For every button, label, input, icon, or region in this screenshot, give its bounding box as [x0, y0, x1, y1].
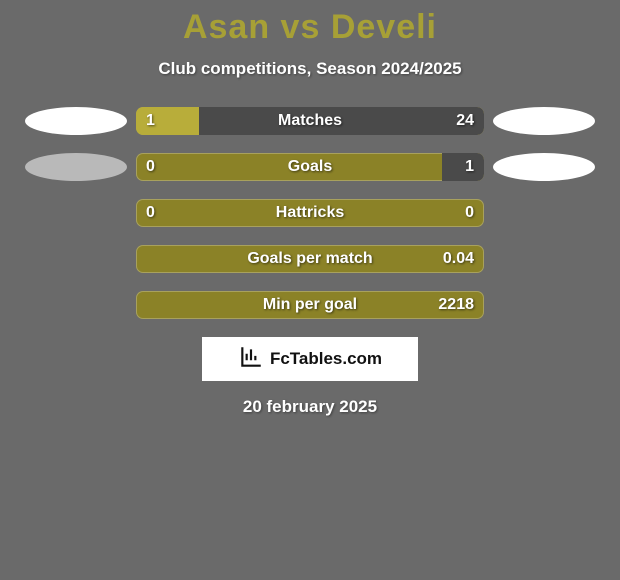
stat-label: Goals	[288, 158, 332, 176]
team-right-slot-2	[493, 153, 595, 181]
watermark[interactable]: FcTables.com	[202, 337, 418, 381]
team-right-name: Develi	[331, 8, 437, 46]
stat-value-right: 0.04	[443, 250, 474, 268]
left-side	[16, 153, 136, 181]
stat-row: 1 Matches 24	[0, 107, 620, 135]
team-right-slot-1	[493, 107, 595, 135]
team-left-name: Asan	[183, 8, 270, 46]
stat-bar: Min per goal 2218	[136, 291, 484, 319]
stat-bar: Goals per match 0.04	[136, 245, 484, 273]
stats-list: 1 Matches 24 0 Goals 1 0 Hattricks 0 Goals per ma…	[0, 107, 620, 319]
stat-value-right: 24	[456, 112, 474, 130]
stat-row: Goals per match 0.04	[0, 245, 620, 273]
stat-label: Min per goal	[263, 296, 357, 314]
stat-bar: 0 Hattricks 0	[136, 199, 484, 227]
stat-bar: 1 Matches 24	[136, 107, 484, 135]
stat-value-right: 1	[465, 158, 474, 176]
right-side	[484, 153, 604, 181]
watermark-text: FcTables.com	[270, 349, 382, 369]
stat-value-left: 0	[146, 158, 155, 176]
stat-value-right: 0	[465, 204, 474, 222]
stat-value-left: 1	[146, 112, 155, 130]
stat-label: Hattricks	[276, 204, 344, 222]
page-title: Asan vs Develi	[0, 8, 620, 47]
vs-separator: vs	[270, 8, 331, 46]
stat-row: Min per goal 2218	[0, 291, 620, 319]
team-left-slot-1	[25, 107, 127, 135]
stat-value-right: 2218	[438, 296, 474, 314]
right-side	[484, 107, 604, 135]
stat-bar: 0 Goals 1	[136, 153, 484, 181]
stat-row: 0 Goals 1	[0, 153, 620, 181]
stat-value-left: 0	[146, 204, 155, 222]
left-side	[16, 107, 136, 135]
stat-row: 0 Hattricks 0	[0, 199, 620, 227]
team-left-slot-2	[25, 153, 127, 181]
stat-label: Matches	[278, 112, 342, 130]
subtitle: Club competitions, Season 2024/2025	[0, 59, 620, 79]
stat-label: Goals per match	[247, 250, 372, 268]
date-text: 20 february 2025	[0, 397, 620, 417]
page: Asan vs Develi Club competitions, Season…	[0, 0, 620, 580]
chart-icon	[238, 344, 264, 375]
stat-bar-right-fill	[442, 153, 484, 181]
